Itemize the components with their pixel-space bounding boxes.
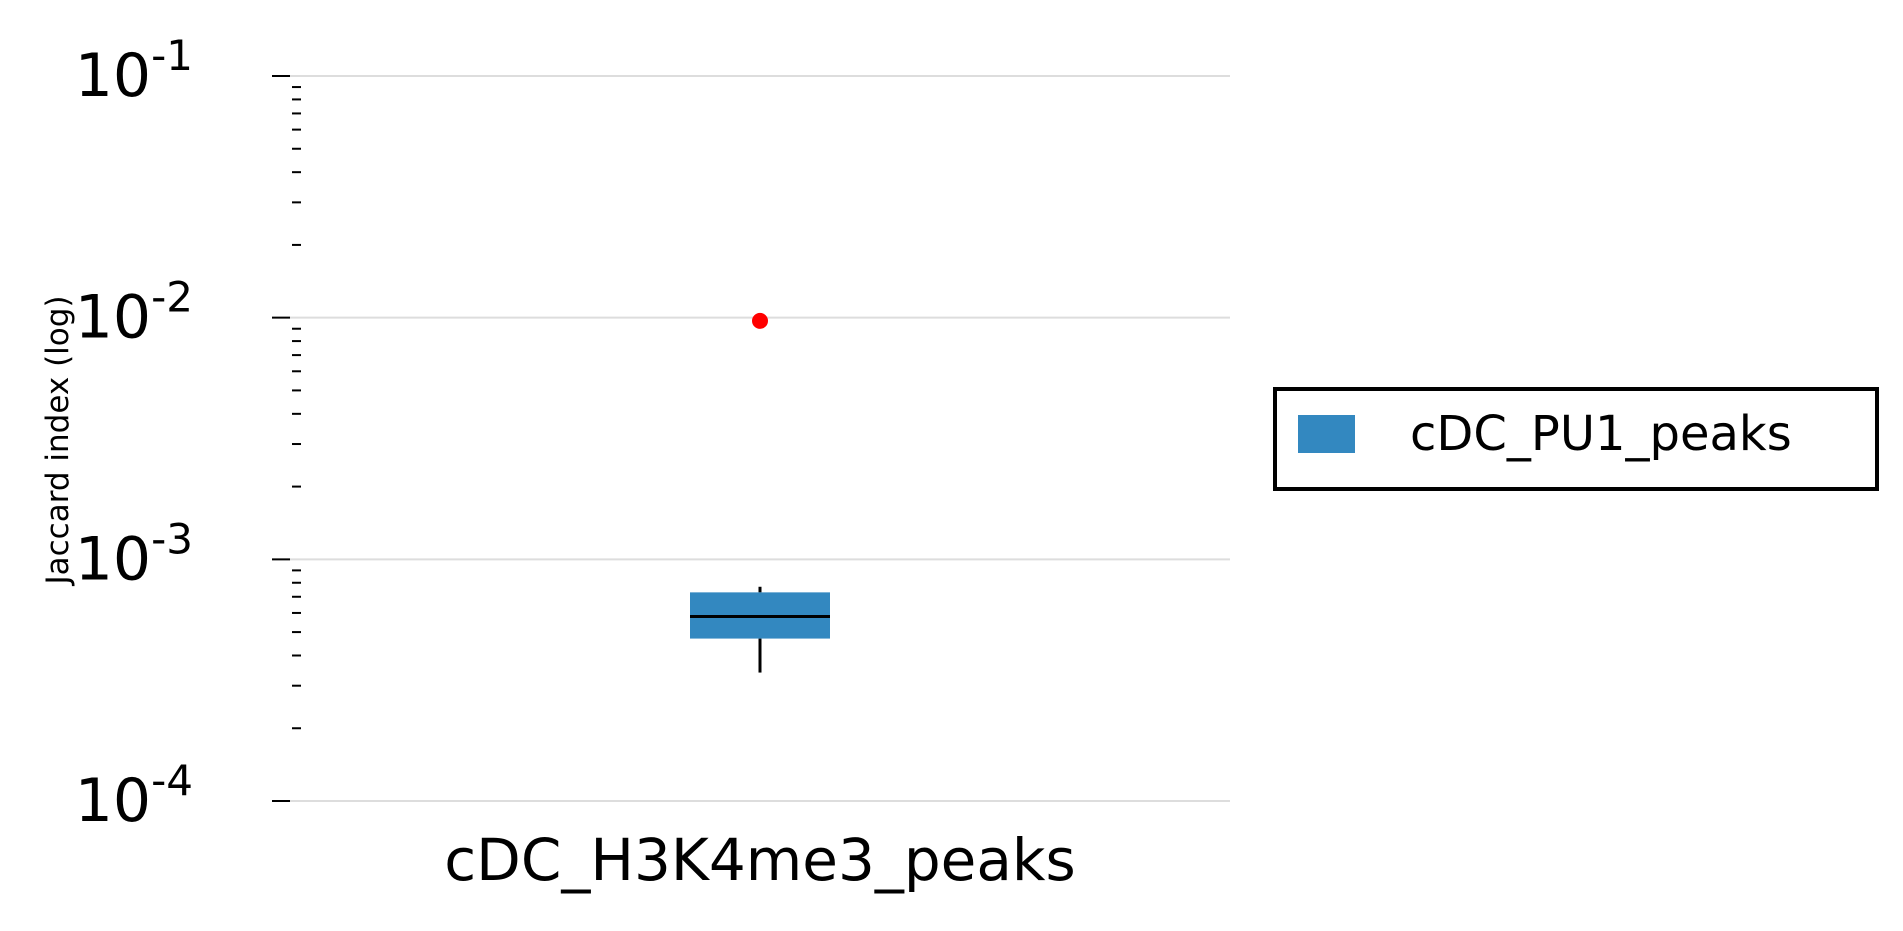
outlier-point — [752, 312, 768, 329]
y-tick-label: 10-1 — [75, 31, 193, 111]
legend-label: cDC_PU1_peaks — [1410, 406, 1792, 462]
x-tick-label: cDC_H3K4me3_peaks — [444, 826, 1075, 894]
minor-ticks — [292, 86, 301, 730]
box-plot — [690, 312, 830, 673]
legend: cDC_PU1_peaks — [1273, 387, 1879, 491]
y-tick-label: 10-2 — [75, 273, 193, 353]
y-tick-label: 10-4 — [75, 756, 193, 836]
y-axis-ticks: 10-1 10-2 10-3 10-4 — [75, 31, 290, 836]
grid-lines — [290, 75, 1230, 802]
y-tick-label: 10-3 — [75, 514, 193, 594]
legend-frame — [1273, 387, 1879, 491]
legend-swatch — [1298, 415, 1355, 453]
y-axis-label: Jaccard index (log) — [40, 295, 76, 586]
